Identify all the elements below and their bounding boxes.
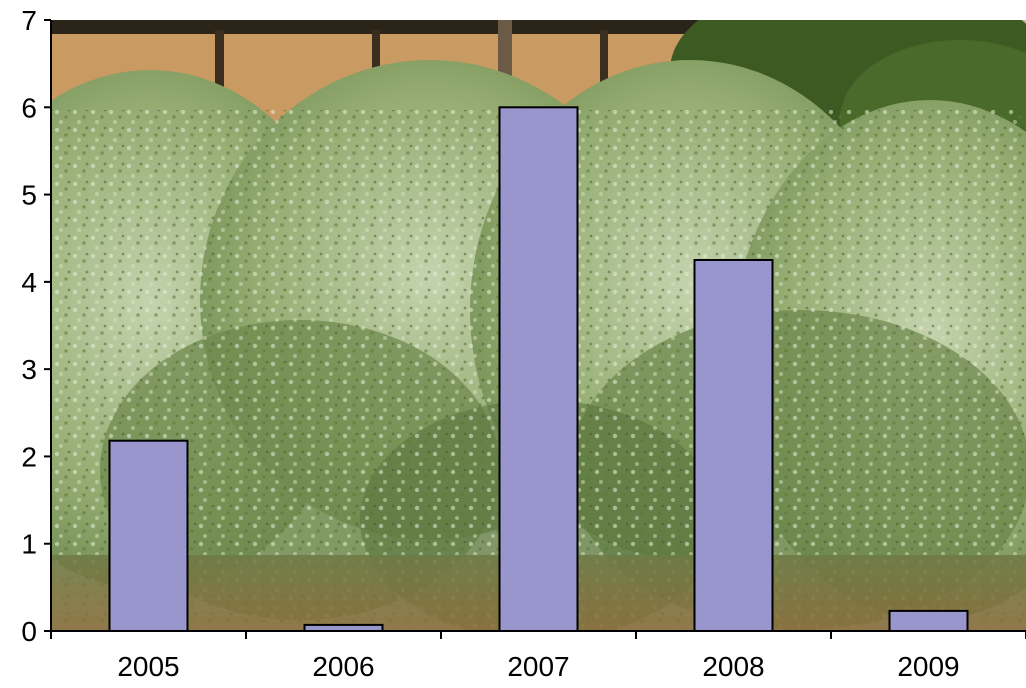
y-axis-ticks: 0 1 2 3 4 5 6 7 bbox=[21, 5, 51, 647]
y-tick-label: 2 bbox=[21, 441, 37, 472]
bar-2005 bbox=[108, 439, 189, 633]
x-tick-label-2009: 2009 bbox=[897, 651, 959, 682]
y-tick-label: 1 bbox=[21, 529, 37, 560]
bar-2008 bbox=[693, 259, 774, 632]
x-tick-label-2007: 2007 bbox=[507, 651, 569, 682]
bar-2007 bbox=[498, 106, 579, 633]
y-tick-label: 5 bbox=[21, 180, 37, 211]
x-axis-ticks: 2005 2006 2007 2008 2009 bbox=[50, 631, 1026, 682]
x-tick-label-2006: 2006 bbox=[312, 651, 374, 682]
x-tick-label-2008: 2008 bbox=[702, 651, 764, 682]
x-tick-label-2005: 2005 bbox=[117, 651, 179, 682]
y-tick-label: 4 bbox=[21, 267, 37, 298]
axes bbox=[50, 20, 1026, 632]
y-tick-label: 3 bbox=[21, 354, 37, 385]
bar-2009 bbox=[888, 609, 969, 633]
y-tick-label: 0 bbox=[21, 616, 37, 647]
y-tick-label: 7 bbox=[21, 5, 37, 36]
y-tick-label: 6 bbox=[21, 92, 37, 123]
